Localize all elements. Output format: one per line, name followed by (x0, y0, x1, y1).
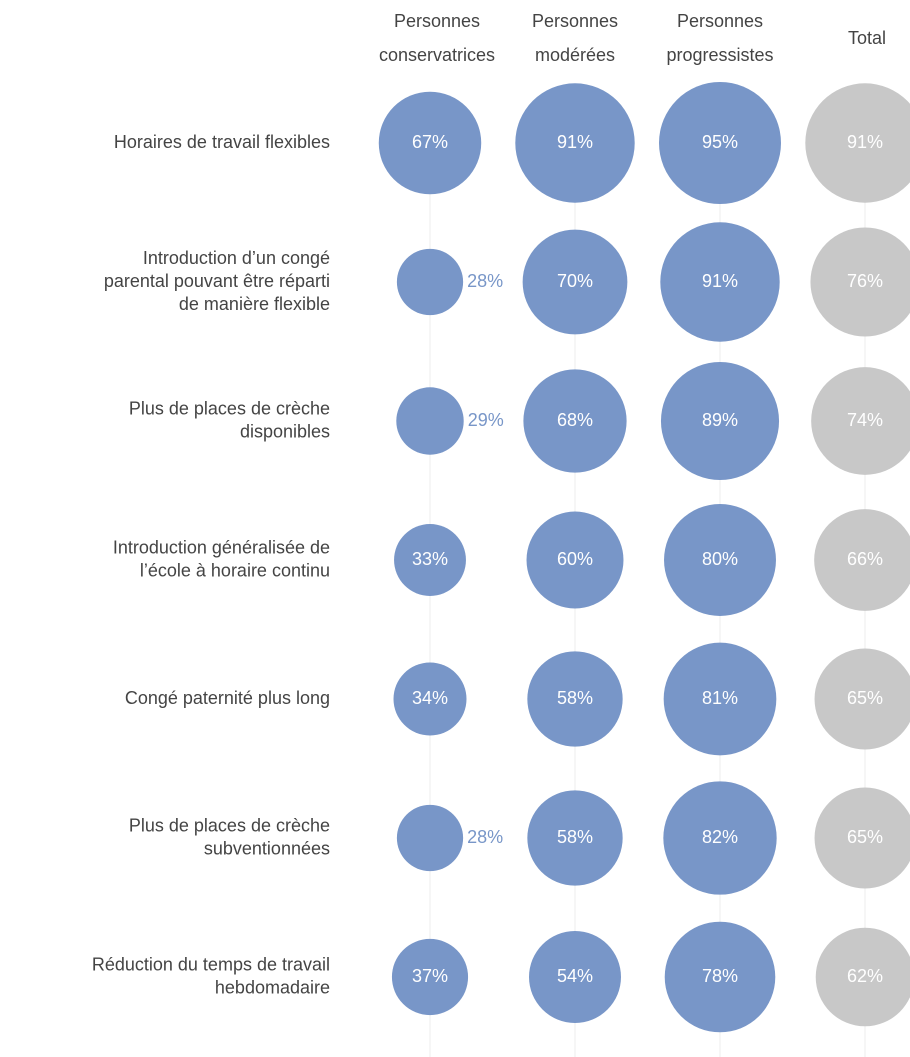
value-label: 33% (412, 549, 448, 569)
text-line: conservatrices (379, 45, 495, 65)
bubble (522, 229, 628, 335)
bubble (805, 83, 910, 203)
value-label: 68% (557, 410, 593, 430)
value-label: 91% (557, 132, 593, 152)
value-label: 91% (702, 271, 738, 291)
value-label: 76% (847, 271, 883, 291)
value-label: 78% (702, 966, 738, 986)
value-label: 67% (412, 132, 448, 152)
bubble (527, 651, 623, 747)
text-line: Personnes (394, 11, 480, 31)
value-label: 80% (702, 549, 738, 569)
value-label: 58% (557, 688, 593, 708)
bubble (527, 790, 623, 886)
text-line: Plus de places de crèche (129, 815, 330, 835)
value-label: 28% (467, 271, 503, 291)
value-label: 60% (557, 549, 593, 569)
bubble (378, 91, 482, 195)
value-label: 81% (702, 688, 738, 708)
bubble (664, 921, 776, 1033)
text-line: Plus de places de crèche (129, 398, 330, 418)
text-line: de manière flexible (179, 294, 330, 314)
text-line: Personnes (677, 11, 763, 31)
bubble (815, 927, 910, 1027)
row-label: Introduction généralisée de l’école à hor… (113, 537, 330, 580)
bubble (660, 222, 780, 342)
row-label: Plus de places de crèche subventionnées (129, 815, 330, 858)
bubble (391, 938, 469, 1016)
bubble (663, 781, 777, 895)
bubble (396, 387, 464, 455)
value-label: 70% (557, 271, 593, 291)
text-line: l’école à horaire continu (140, 560, 330, 580)
bubble (396, 804, 464, 872)
row-label: Réduction du temps de travail hebdomadair… (92, 954, 330, 997)
column-header: Total (848, 28, 886, 48)
bubble (814, 787, 910, 889)
value-label: 95% (702, 132, 738, 152)
text-line: Réduction du temps de travail (92, 954, 330, 974)
value-label: 28% (467, 827, 503, 847)
bubble (814, 648, 910, 750)
bubble (659, 82, 781, 204)
value-label: 34% (412, 688, 448, 708)
bubble (664, 504, 776, 616)
value-label: 91% (847, 132, 883, 152)
value-label: 65% (847, 688, 883, 708)
column-header: Personnes progressistes (666, 11, 773, 65)
value-label: 65% (847, 827, 883, 847)
bubble (394, 524, 466, 596)
value-label: 29% (468, 410, 504, 430)
text-line: Congé paternité plus long (125, 688, 330, 708)
column-header: Personnes modérées (532, 11, 618, 65)
text-line: progressistes (666, 45, 773, 65)
text-line: parental pouvant être réparti (104, 271, 330, 291)
bubble (814, 509, 910, 611)
value-label: 66% (847, 549, 883, 569)
row-label: Congé paternité plus long (125, 688, 330, 708)
text-line: modérées (535, 45, 615, 65)
text-line: hebdomadaire (215, 977, 330, 997)
text-line: Total (848, 28, 886, 48)
value-label: 54% (557, 966, 593, 986)
value-label: 62% (847, 966, 883, 986)
bubble (526, 511, 624, 609)
bubble (523, 369, 627, 473)
text-line: disponibles (240, 421, 330, 441)
bubble (810, 227, 910, 337)
bubble (663, 642, 777, 756)
bubble (811, 367, 910, 475)
value-label: 58% (557, 827, 593, 847)
value-label: 74% (847, 410, 883, 430)
row-label: Horaires de travail flexibles (114, 132, 330, 152)
row-label: Introduction d’un congé parental pouvant … (104, 248, 330, 314)
bubble (393, 662, 467, 736)
text-line: Introduction généralisée de (113, 537, 330, 557)
row-label: Plus de places de crèche disponibles (129, 398, 330, 441)
value-label: 89% (702, 410, 738, 430)
column-header: Personnes conservatrices (379, 11, 495, 65)
text-line: subventionnées (204, 838, 330, 858)
text-line: Personnes (532, 11, 618, 31)
bubble (396, 248, 464, 316)
text-line: Introduction d’un congé (143, 248, 330, 268)
bubble (515, 83, 635, 203)
text-line: Horaires de travail flexibles (114, 132, 330, 152)
bubble (529, 931, 621, 1023)
value-label: 37% (412, 966, 448, 986)
bubble (660, 361, 780, 481)
value-label: 82% (702, 827, 738, 847)
